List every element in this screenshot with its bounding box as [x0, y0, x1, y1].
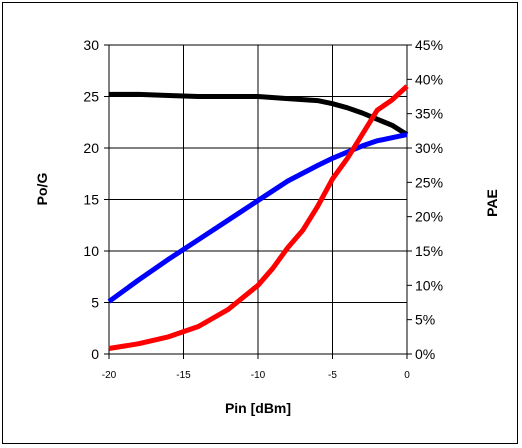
y-right-tick-label: 45% [415, 37, 443, 53]
x-tick-label: 0 [404, 370, 410, 381]
y-right-tick-label: 20% [415, 209, 443, 225]
y-axis-right-title: PAE [484, 189, 500, 217]
y-axis-left-title: Po/G [34, 173, 50, 206]
y-right-tick-label: 25% [415, 174, 443, 190]
chart-svg: 0 5 10 15 20 25 30 0% 5% 10% 15% 20% 25% 30% 35% 40% 45%… [34, 37, 500, 416]
chart-frame: 0 5 10 15 20 25 30 0% 5% 10% 15% 20% 25% 30% 35% 40% 45%… [2, 2, 518, 444]
tick-layer: 0 5 10 15 20 25 30 0% 5% 10% 15% 20% 25% 30% 35% 40% 45%… [83, 37, 443, 381]
y-left-tick-label: 0 [91, 346, 99, 362]
y-left-tick-label: 15 [83, 192, 99, 208]
y-left-tick-label: 25 [83, 89, 99, 105]
y-left-tick-label: 10 [83, 243, 99, 259]
x-tick-label: -15 [176, 370, 191, 381]
y-left-tick-label: 30 [83, 37, 99, 53]
x-tick-label: -5 [328, 370, 337, 381]
y-right-tick-label: 40% [415, 71, 443, 87]
y-right-tick-label: 35% [415, 106, 443, 122]
x-tick-label: -20 [102, 370, 117, 381]
x-axis-title: Pin [dBm] [225, 400, 291, 416]
series-line-2 [107, 132, 408, 304]
y-right-tick-label: 15% [415, 243, 443, 259]
y-right-tick-label: 5% [415, 312, 435, 328]
y-left-tick-label: 20 [83, 140, 99, 156]
y-right-tick-label: 30% [415, 140, 443, 156]
x-tick-label: -10 [251, 370, 266, 381]
series-layer [107, 84, 409, 351]
series-line-3 [108, 84, 409, 351]
y-right-tick-label: 10% [415, 277, 443, 293]
y-right-tick-label: 0% [415, 346, 435, 362]
y-left-tick-label: 5 [91, 295, 99, 311]
